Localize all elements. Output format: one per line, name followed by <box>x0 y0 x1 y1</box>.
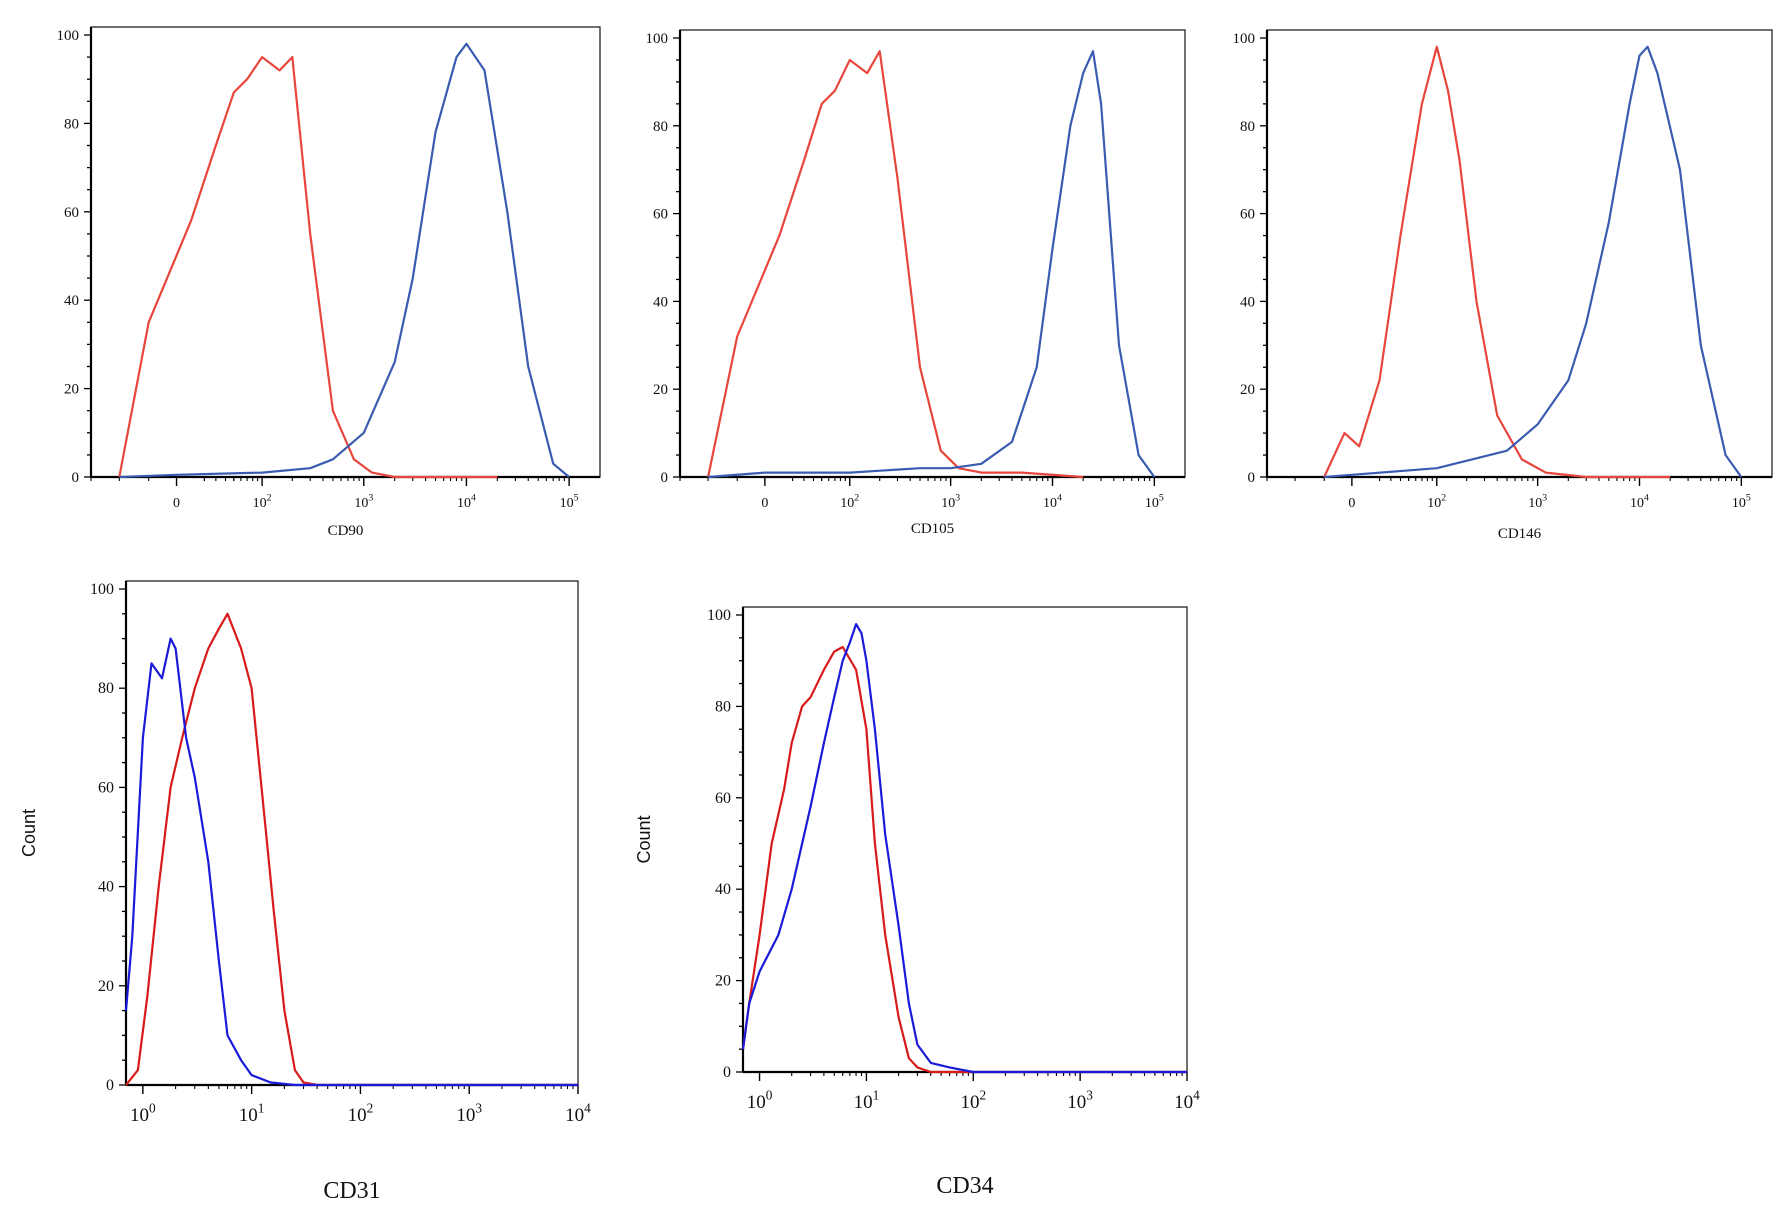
x-tick-label: 104 <box>1174 1087 1200 1113</box>
x-axis-label: CD146 <box>1498 526 1542 542</box>
x-axis-label: CD90 <box>328 523 364 539</box>
y-tick-label: 60 <box>98 779 114 796</box>
histogram-series-red <box>125 612 578 1087</box>
y-tick-label: 60 <box>64 205 79 221</box>
y-tick-label: 40 <box>653 294 668 310</box>
y-tick-label: 80 <box>64 116 79 132</box>
y-axis-label: Count <box>634 815 654 863</box>
plot-frame <box>90 26 601 478</box>
y-tick-label: 80 <box>98 680 114 697</box>
x-tick-label: 104 <box>1630 493 1649 511</box>
histogram-panel-4: 0 20 40 60 80 100 100 101 102 103 104 CD31 Count <box>19 580 591 1204</box>
x-tick-label: 103 <box>354 493 373 511</box>
x-tick-label: 104 <box>457 493 476 511</box>
x-tick-label: 102 <box>1427 493 1446 511</box>
y-axis-label: Count <box>19 809 39 857</box>
histogram-series-red <box>741 645 1187 1074</box>
x-axis-label: CD31 <box>323 1178 380 1204</box>
x-tick-label: 102 <box>960 1087 986 1113</box>
plot-frame <box>125 580 579 1086</box>
y-tick-label: 80 <box>1240 119 1255 135</box>
y-tick-label: 0 <box>661 470 669 486</box>
plot-frame <box>742 606 1188 1073</box>
y-tick-label: 80 <box>653 119 668 135</box>
y-tick-label: 0 <box>723 1064 731 1081</box>
y-tick-label: 60 <box>1240 207 1255 223</box>
y-tick-label: 20 <box>64 382 79 398</box>
histogram-panel-5: 0 20 40 60 80 100 100 101 102 103 104 CD34 Count <box>634 606 1200 1199</box>
x-tick-label: 100 <box>130 1100 156 1126</box>
x-tick-label: 103 <box>1528 493 1547 511</box>
y-tick-label: 60 <box>715 790 731 807</box>
x-tick-label: 104 <box>1043 493 1062 511</box>
x-axis-label: CD34 <box>936 1173 993 1199</box>
histogram-series-blue <box>1324 45 1743 479</box>
x-tick-label: 102 <box>840 493 859 511</box>
histogram-series-blue <box>708 50 1156 479</box>
histogram-series-red <box>707 50 1084 479</box>
y-tick-label: 40 <box>98 879 114 896</box>
y-tick-label: 0 <box>72 470 80 486</box>
histogram-panel-1: 0 20 40 60 80 100 0 102 103 104 105 CD90 <box>57 26 601 539</box>
histogram-series-red <box>118 56 498 479</box>
y-tick-label: 60 <box>653 207 668 223</box>
y-tick-label: 40 <box>64 293 79 309</box>
x-tick-label: 102 <box>253 493 272 511</box>
x-tick-label: 104 <box>565 1100 591 1126</box>
y-tick-label: 20 <box>98 978 114 995</box>
histogram-series-blue <box>124 637 578 1087</box>
y-tick-label: 100 <box>90 581 114 598</box>
y-tick-label: 20 <box>715 973 731 990</box>
histogram-series-blue <box>119 42 570 479</box>
y-tick-label: 100 <box>57 28 80 44</box>
y-tick-label: 100 <box>1233 31 1256 47</box>
x-tick-label: 101 <box>854 1087 880 1113</box>
y-tick-label: 40 <box>715 881 731 898</box>
plot-frame <box>1266 29 1773 478</box>
x-tick-label: 0 <box>1348 496 1355 511</box>
x-tick-label: 105 <box>1732 493 1751 511</box>
x-tick-label: 0 <box>761 496 768 511</box>
x-tick-label: 0 <box>173 496 180 511</box>
y-tick-label: 20 <box>653 382 668 398</box>
histogram-series-red <box>1323 45 1671 479</box>
y-tick-label: 80 <box>715 698 731 715</box>
histogram-panel-3: 0 20 40 60 80 100 0 102 103 104 105 CD146 <box>1233 29 1773 542</box>
x-tick-label: 105 <box>1145 493 1164 511</box>
x-tick-label: 105 <box>560 493 579 511</box>
x-tick-label: 103 <box>941 493 960 511</box>
x-tick-label: 103 <box>456 1100 482 1126</box>
histogram-panel-2: 0 20 40 60 80 100 0 102 103 104 105 CD105 <box>646 29 1186 537</box>
x-axis-label: CD105 <box>911 521 954 537</box>
y-tick-label: 0 <box>106 1077 114 1094</box>
y-tick-label: 100 <box>707 607 731 624</box>
x-tick-label: 101 <box>239 1100 265 1126</box>
y-tick-label: 40 <box>1240 294 1255 310</box>
y-tick-label: 100 <box>646 31 669 47</box>
x-tick-label: 103 <box>1067 1087 1093 1113</box>
x-tick-label: 100 <box>747 1087 773 1113</box>
plot-frame <box>679 29 1186 478</box>
y-tick-label: 0 <box>1248 470 1256 486</box>
x-tick-label: 102 <box>348 1100 374 1126</box>
histogram-series-blue <box>741 623 1187 1074</box>
y-tick-label: 20 <box>1240 382 1255 398</box>
